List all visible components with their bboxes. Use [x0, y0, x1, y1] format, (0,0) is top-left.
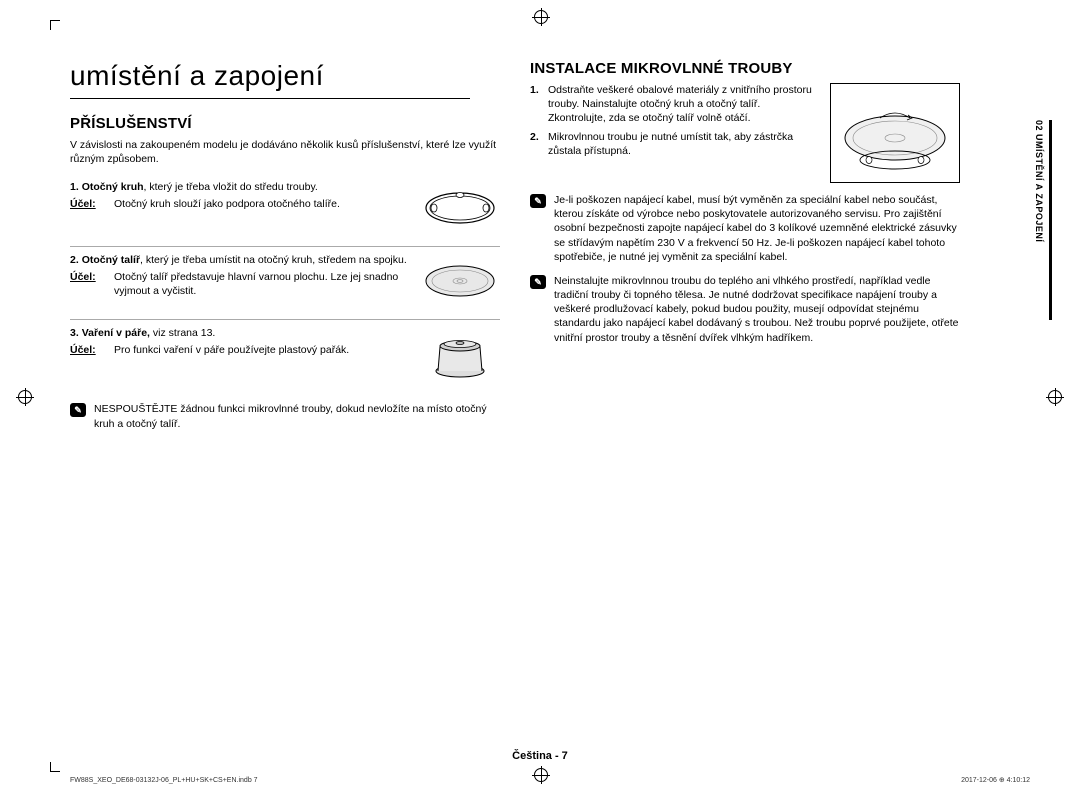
- registration-mark: [534, 768, 548, 782]
- page-content: umístění a zapojení PŘÍSLUŠENSTVÍ V závi…: [70, 60, 1000, 730]
- item-number: 1.: [70, 181, 79, 193]
- warning-note: ✎ NESPOUŠTĚJTE žádnou funkci mikrovlnné …: [70, 402, 500, 430]
- purpose-text: Pro funkci vaření v páře používejte plas…: [114, 343, 349, 357]
- note-icon: ✎: [530, 275, 546, 289]
- warning-note: ✎ Je-li poškozen napájecí kabel, musí bý…: [530, 193, 960, 264]
- item-desc: , který je třeba vložit do středu trouby…: [144, 181, 318, 193]
- crop-mark: [50, 20, 60, 30]
- print-filename: FW88S_XEO_DE68-03132J-06_PL+HU+SK+CS+EN.…: [70, 777, 258, 784]
- steamer-icon: [420, 326, 500, 382]
- registration-mark: [1048, 390, 1062, 404]
- section-title: umístění a zapojení: [70, 60, 470, 92]
- note-text: Neinstalujte mikrovlnnou troubu do teplé…: [554, 274, 960, 345]
- section-tab: 02 UMÍSTĚNÍ A ZAPOJENÍ: [1038, 120, 1052, 320]
- note-text: Je-li poškozen napájecí kabel, musí být …: [554, 193, 960, 264]
- note-icon: ✎: [530, 194, 546, 208]
- item-number: 2.: [70, 254, 79, 266]
- item-title: Otočný talíř: [82, 254, 140, 266]
- section-tab-label: 02 UMÍSTĚNÍ A ZAPOJENÍ: [1034, 120, 1044, 242]
- note-icon: ✎: [70, 403, 86, 417]
- heading-installation: INSTALACE MIKROVLNNÉ TROUBY: [530, 60, 960, 77]
- turntable-icon: [420, 253, 500, 309]
- step-number: 2.: [530, 130, 542, 158]
- print-timestamp: 2017-12-06 ⊕ 4:10:12: [961, 776, 1030, 784]
- purpose-label: Účel:: [70, 343, 104, 357]
- accessory-item: 2. Otočný talíř, který je třeba umístit …: [70, 247, 500, 320]
- item-desc: viz strana 13.: [150, 327, 215, 339]
- item-title: Vaření v páře,: [82, 327, 150, 339]
- heading-accessories: PŘÍSLUŠENSTVÍ: [70, 115, 500, 132]
- purpose-text: Otočný talíř představuje hlavní varnou p…: [114, 270, 410, 298]
- registration-mark: [534, 10, 548, 24]
- install-steps-block: 1.Odstraňte veškeré obalové materiály z …: [530, 83, 960, 183]
- step-text: Mikrovlnnou troubu je nutné umístit tak,…: [548, 130, 820, 158]
- column-accessories: PŘÍSLUŠENSTVÍ V závislosti na zakoupeném…: [70, 115, 500, 431]
- item-number: 3.: [70, 327, 79, 339]
- step-text: Odstraňte veškeré obalové materiály z vn…: [548, 83, 820, 126]
- crop-mark: [50, 762, 60, 772]
- accessory-item: 3. Vaření v páře, viz strana 13. Účel: Pr…: [70, 320, 500, 392]
- registration-mark: [18, 390, 32, 404]
- install-diagram-icon: [830, 83, 960, 183]
- purpose-label: Účel:: [70, 197, 104, 211]
- roller-ring-icon: [420, 180, 500, 236]
- note-text: NESPOUŠTĚJTE žádnou funkci mikrovlnné tr…: [94, 402, 500, 430]
- item-desc: , který je třeba umístit na otočný kruh,…: [140, 254, 407, 266]
- column-installation: INSTALACE MIKROVLNNÉ TROUBY 1.Odstraňte …: [530, 60, 960, 345]
- step-number: 1.: [530, 83, 542, 126]
- page-footer: Čeština - 7: [0, 750, 1080, 762]
- section-title-bar: umístění a zapojení: [70, 60, 470, 99]
- purpose-text: Otočný kruh slouží jako podpora otočného…: [114, 197, 340, 211]
- accessories-intro: V závislosti na zakoupeném modelu je dod…: [70, 138, 500, 166]
- item-title: Otočný kruh: [82, 181, 144, 193]
- purpose-label: Účel:: [70, 270, 104, 298]
- accessory-item: 1. Otočný kruh, který je třeba vložit do…: [70, 174, 500, 247]
- warning-note: ✎ Neinstalujte mikrovlnnou troubu do tep…: [530, 274, 960, 345]
